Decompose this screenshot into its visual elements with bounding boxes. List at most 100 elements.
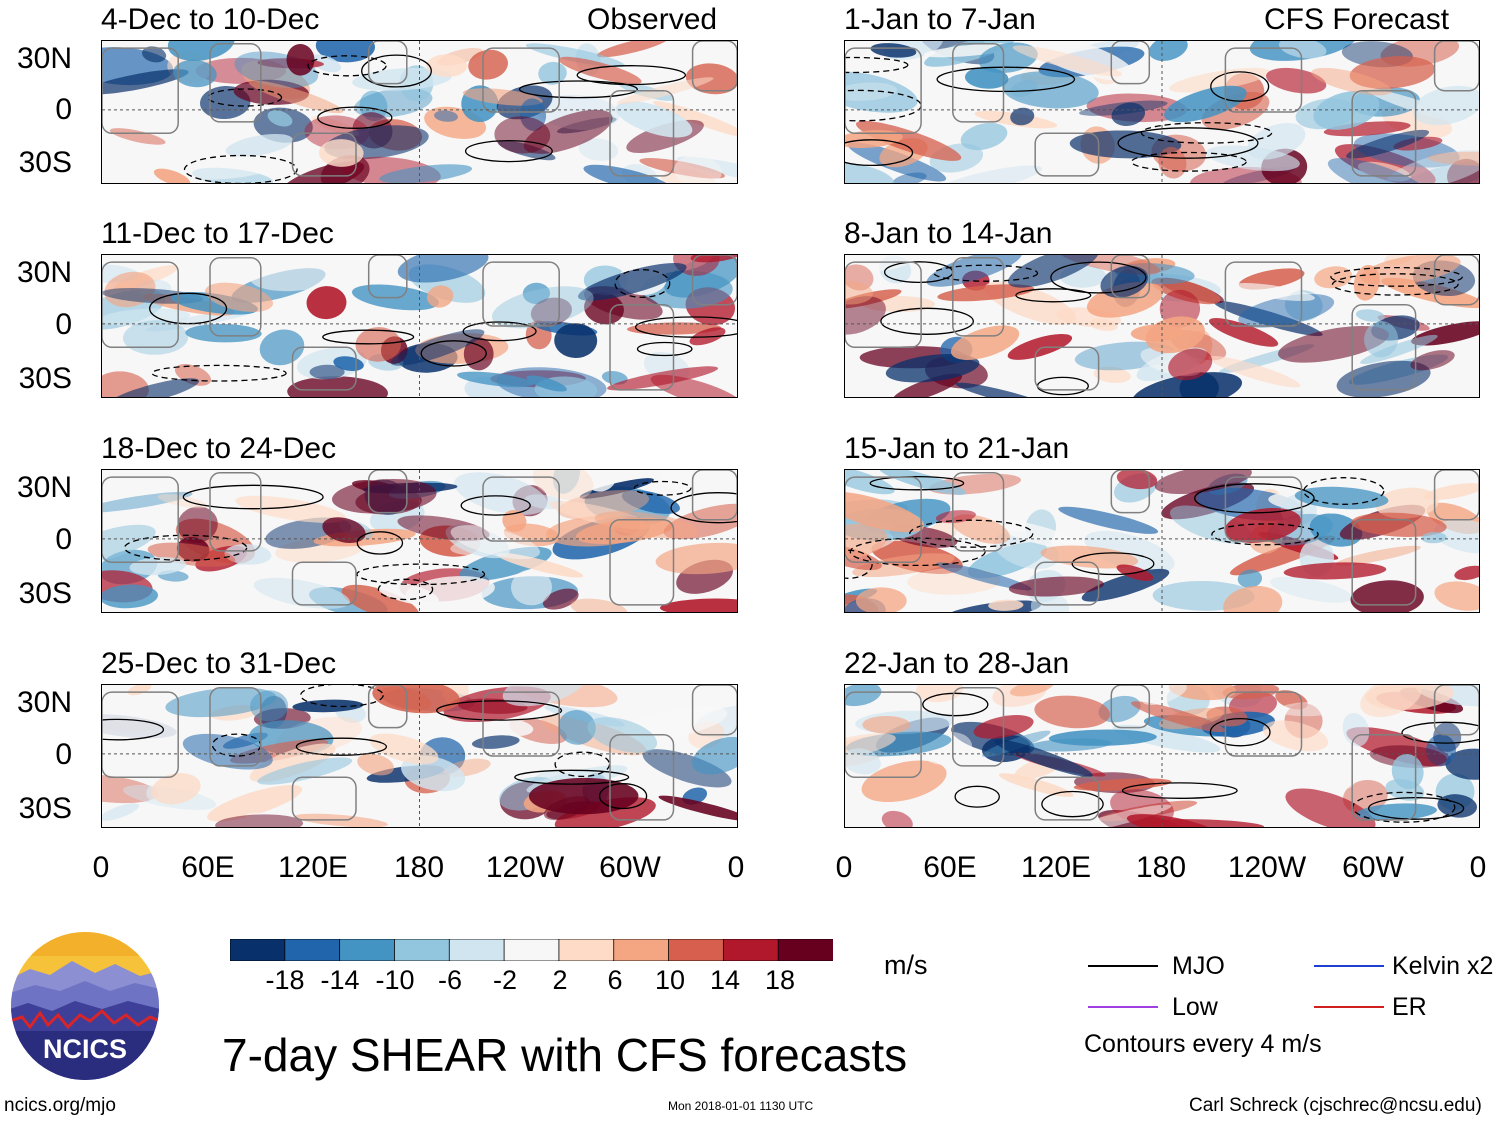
coastline bbox=[367, 685, 408, 729]
shear-anomaly-blob bbox=[182, 733, 273, 770]
shear-anomaly-blob bbox=[935, 510, 977, 524]
shear-anomaly-blob bbox=[522, 282, 550, 305]
shear-anomaly-blob bbox=[157, 494, 208, 509]
shear-anomaly-blob bbox=[104, 271, 156, 308]
lon-tick: 60W bbox=[599, 851, 661, 884]
mjo-contour bbox=[183, 154, 298, 183]
coastline bbox=[1351, 733, 1417, 821]
shear-anomaly-blob bbox=[845, 289, 902, 309]
shear-anomaly-blob bbox=[102, 774, 159, 804]
shear-anomaly-blob bbox=[642, 749, 732, 788]
mjo-contour bbox=[922, 692, 989, 717]
mjo-contour bbox=[207, 88, 283, 107]
shear-anomaly-blob bbox=[583, 164, 672, 183]
coastline bbox=[845, 691, 922, 779]
shear-anomaly-blob bbox=[173, 59, 217, 88]
colorbar-label: 10 bbox=[654, 965, 686, 995]
coastline bbox=[952, 472, 1005, 552]
colorbar-label: -18 bbox=[265, 965, 305, 995]
shear-anomaly-blob bbox=[177, 506, 218, 543]
colorbar-label: 2 bbox=[552, 965, 568, 995]
shear-anomaly-blob bbox=[885, 353, 980, 383]
shear-anomaly-blob bbox=[426, 285, 454, 308]
shear-anomaly-blob bbox=[287, 376, 388, 397]
shear-anomaly-blob bbox=[937, 284, 1035, 302]
panel-title: 11-Dec to 17-Dec bbox=[101, 217, 334, 250]
lat-tick: 30S bbox=[18, 577, 72, 610]
shear-anomaly-blob bbox=[601, 370, 628, 385]
shear-anomaly-blob bbox=[1277, 701, 1342, 717]
shear-anomaly-blob bbox=[1434, 581, 1479, 611]
shear-anomaly-blob bbox=[379, 164, 473, 183]
mjo-contour bbox=[634, 316, 737, 338]
shear-anomaly-blob bbox=[1145, 316, 1205, 354]
shear-anomaly-blob bbox=[1335, 545, 1421, 566]
coastline bbox=[367, 255, 408, 299]
shear-anomaly-blob bbox=[579, 478, 654, 499]
shear-anomaly-blob bbox=[1093, 366, 1131, 384]
shear-anomaly-blob bbox=[926, 255, 1023, 287]
coastline bbox=[1351, 518, 1417, 606]
shear-anomaly-blob bbox=[306, 286, 347, 320]
mjo-contour bbox=[670, 492, 737, 524]
shear-map bbox=[844, 254, 1480, 398]
colorbar-label: 14 bbox=[709, 965, 741, 995]
mjo-contour bbox=[307, 55, 387, 77]
mjo-contour bbox=[377, 578, 434, 601]
mjo-contour bbox=[936, 66, 1076, 93]
shear-anomaly-blob bbox=[1223, 585, 1283, 612]
shear-anomaly-blob bbox=[102, 69, 189, 95]
shear-anomaly-blob bbox=[558, 56, 642, 85]
mjo-contour bbox=[636, 341, 693, 357]
mjo-contour bbox=[845, 139, 914, 167]
shear-anomaly-blob bbox=[1273, 748, 1356, 791]
coastline bbox=[1110, 685, 1151, 729]
mjo-contour bbox=[1211, 523, 1319, 546]
shear-anomaly-blob bbox=[994, 739, 1093, 777]
shear-anomaly-blob bbox=[107, 378, 200, 397]
coastline bbox=[102, 476, 179, 564]
shear-anomaly-blob bbox=[248, 80, 344, 114]
shear-anomaly-blob bbox=[991, 519, 1083, 550]
mjo-contour bbox=[598, 783, 648, 810]
mjo-contour bbox=[295, 737, 388, 756]
mjo-contour bbox=[909, 519, 1034, 548]
shear-anomaly-blob bbox=[660, 598, 737, 612]
mjo-contour bbox=[436, 700, 563, 721]
shear-anomaly-blob bbox=[1327, 157, 1432, 183]
mjo-contour bbox=[356, 531, 404, 555]
coastline bbox=[609, 733, 675, 821]
shear-anomaly-blob bbox=[845, 82, 898, 101]
mjo-contour bbox=[182, 484, 324, 510]
shear-anomaly-blob bbox=[1412, 85, 1479, 126]
shear-anomaly-blob bbox=[1247, 123, 1306, 160]
shear-anomaly-blob bbox=[1312, 255, 1348, 266]
coastline bbox=[1351, 303, 1417, 391]
shear-anomaly-blob bbox=[1270, 576, 1353, 603]
shear-anomaly-blob bbox=[1262, 720, 1329, 752]
lat-tick: 30N bbox=[16, 256, 72, 289]
coastline bbox=[1351, 89, 1417, 177]
lon-tick: 0 bbox=[835, 851, 853, 884]
lat-tick: 30N bbox=[16, 42, 72, 75]
shear-anomaly-blob bbox=[658, 795, 737, 822]
shear-anomaly-blob bbox=[1213, 300, 1323, 337]
shear-map bbox=[844, 40, 1480, 184]
shear-anomaly-blob bbox=[1342, 713, 1370, 747]
shear-anomaly-blob bbox=[1089, 318, 1118, 332]
shear-anomaly-blob bbox=[1169, 67, 1271, 93]
shear-anomaly-blob bbox=[1062, 804, 1172, 827]
shear-anomaly-blob bbox=[523, 109, 613, 154]
lon-tick: 120W bbox=[1227, 851, 1307, 884]
lat-tick: 0 bbox=[55, 308, 72, 341]
colorbar-swatch bbox=[394, 938, 451, 962]
colorbar-swatch bbox=[558, 938, 615, 962]
shear-anomaly-blob bbox=[639, 158, 725, 179]
coastline bbox=[1034, 561, 1100, 606]
shear-anomaly-blob bbox=[1454, 565, 1479, 581]
shear-anomaly-blob bbox=[845, 130, 903, 149]
coastline bbox=[1110, 255, 1151, 299]
shear-anomaly-blob bbox=[621, 490, 680, 514]
shear-anomaly-blob bbox=[1285, 788, 1376, 827]
mjo-contour bbox=[1041, 790, 1104, 818]
